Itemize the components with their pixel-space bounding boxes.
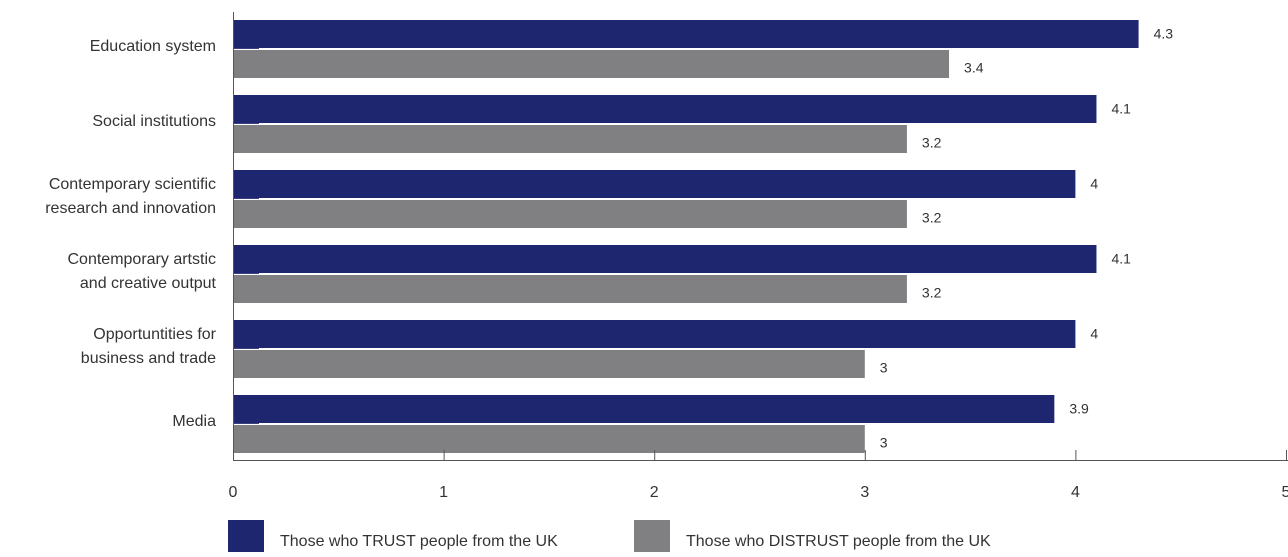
bar-value-label: 3.9 (1069, 401, 1089, 417)
bar-value-label: 3.2 (922, 135, 942, 151)
bar-value-label: 3.2 (922, 210, 942, 226)
x-tick-label: 0 (229, 484, 238, 501)
category-label: Social institutions (92, 113, 216, 130)
distrust-bar (233, 275, 907, 303)
bar-value-label: 3 (880, 435, 888, 451)
category-label: business and trade (81, 350, 216, 367)
category-label: research and innovation (45, 200, 216, 217)
category-label: Contemporary scientific (49, 176, 216, 193)
bar-value-label: 3.4 (964, 60, 984, 76)
trust-bar (233, 20, 1139, 48)
category-label: Opportuntities for (93, 326, 216, 343)
trust-bar (233, 320, 1076, 348)
legend-swatch-distrust (634, 520, 670, 554)
labels-layer: 4.3 3.4 Education system 4.1 3.2 Social insti… (45, 26, 1173, 451)
bar-value-label: 4.3 (1154, 26, 1174, 42)
distrust-bar (233, 425, 865, 453)
distrust-bar (233, 50, 950, 78)
legend-label: Those who TRUST people from the UK (280, 533, 558, 550)
bar-value-label: 3.2 (922, 285, 942, 301)
legend: Those who TRUST people from the UK Those … (228, 520, 991, 554)
trust-bar (233, 395, 1055, 423)
axes-layer: 0 1 2 3 4 5 (229, 12, 1288, 501)
legend-label: Those who DISTRUST people from the UK (686, 533, 991, 550)
bar-value-label: 4 (1090, 326, 1098, 342)
distrust-bar (233, 200, 907, 228)
bar-value-label: 4.1 (1111, 101, 1131, 117)
x-tick-label: 3 (860, 484, 869, 501)
x-tick-label: 4 (1071, 484, 1080, 501)
x-tick-label: 2 (650, 484, 659, 501)
x-tick-label: 1 (439, 484, 448, 501)
trust-bar (233, 95, 1097, 123)
bar-value-label: 4.1 (1111, 251, 1131, 267)
category-label: Media (172, 413, 216, 430)
legend-swatch-trust (228, 520, 264, 554)
trust-bar (233, 245, 1097, 273)
x-tick-label: 5 (1282, 484, 1288, 501)
bars-layer (233, 20, 1139, 453)
trust-bar (233, 170, 1076, 198)
bar-value-label: 3 (880, 360, 888, 376)
distrust-bar (233, 350, 865, 378)
bar-value-label: 4 (1090, 176, 1098, 192)
category-label: Education system (90, 38, 216, 55)
distrust-bar (233, 125, 907, 153)
category-label: Contemporary artstic (68, 251, 217, 268)
category-label: and creative output (80, 275, 217, 292)
